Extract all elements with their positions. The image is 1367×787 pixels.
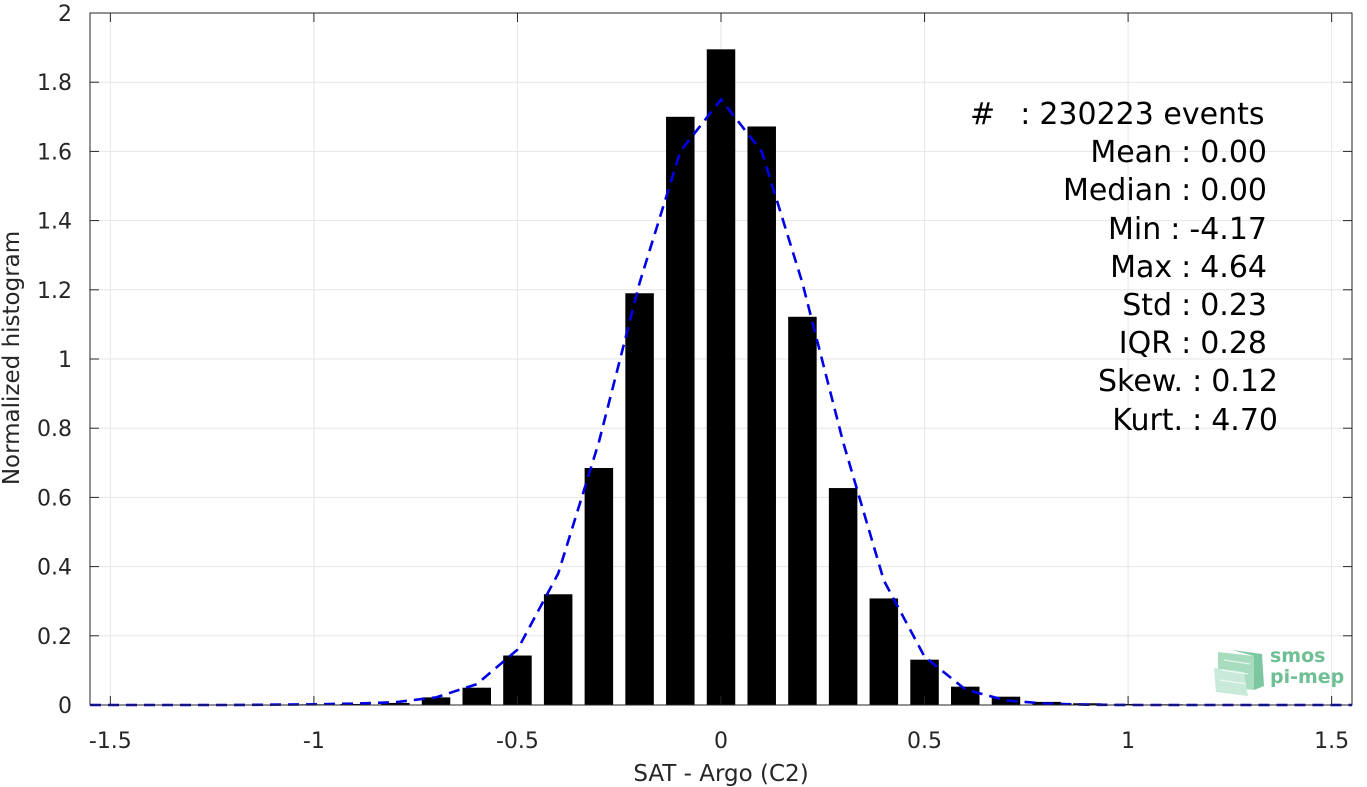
y-tick-labels: 0 0.2 0.4 0.6 0.8 1 1.2 1.4 1.6 1.8 2	[37, 2, 72, 719]
x-tick-labels: -1.5 -1 -0.5 0 0.5 1 1.5	[89, 729, 1349, 754]
stat-row: IQR:0.28	[900, 325, 1278, 363]
stat-label: Max	[1110, 249, 1173, 285]
stat-separator: :	[1181, 173, 1192, 209]
stat-row: Kurt.:4.70	[900, 402, 1278, 440]
stat-separator: :	[1181, 287, 1192, 323]
stat-label: Min	[1108, 211, 1162, 247]
fit-curve-group	[90, 97, 1352, 707]
y-tick-label: 1.8	[37, 71, 72, 96]
histogram-bar	[421, 697, 451, 705]
stat-value: 230223 events	[1039, 97, 1265, 132]
x-tick-label: 0	[714, 729, 728, 754]
stat-label: Kurt.	[1112, 402, 1184, 438]
y-tick-label: 1.6	[37, 140, 72, 165]
stat-row: Median:0.00	[900, 172, 1278, 210]
stat-value: -4.17	[1189, 211, 1267, 247]
axes	[89, 12, 1353, 706]
y-tick-label: 0	[58, 694, 72, 719]
x-tick-label: 0.5	[907, 729, 942, 754]
stat-separator: :	[1192, 364, 1203, 400]
y-tick-label: 0.8	[37, 417, 72, 442]
logo-text-line1: smos	[1270, 645, 1326, 667]
x-tick-label: -1.5	[89, 729, 132, 754]
y-tick-label: 2	[58, 2, 72, 27]
stat-separator: :	[1181, 135, 1192, 171]
stat-row: Skew.:0.12	[900, 363, 1278, 401]
stat-label: IQR	[1118, 326, 1173, 362]
stat-separator: :	[1181, 326, 1192, 362]
x-tick-label: -1	[303, 729, 325, 754]
y-axis-label: Normalized histogram	[0, 231, 25, 485]
x-tick-label: 1	[1121, 729, 1135, 754]
fit-curve	[90, 97, 1352, 707]
stat-row: Min: -4.17	[900, 211, 1278, 249]
histogram-bar	[747, 126, 776, 706]
stat-label: Median	[1062, 173, 1173, 209]
histogram-bar	[869, 598, 899, 705]
stat-row: Max:4.64	[900, 249, 1278, 287]
smos-pi-mep-logo: smos pi-mep	[1214, 644, 1354, 696]
histogram-bar	[706, 49, 736, 705]
x-axis-label: SAT - Argo (C2)	[633, 761, 808, 787]
y-tick-label: 1	[58, 348, 72, 373]
y-tick-label: 0.2	[37, 625, 72, 650]
histogram-bar	[828, 488, 858, 705]
stat-value: 4.70	[1211, 402, 1278, 438]
stat-label: Mean	[1090, 135, 1173, 171]
y-tick-label: 1.4	[37, 210, 72, 235]
stat-separator: :	[1192, 402, 1203, 438]
stat-label: Std	[1122, 287, 1173, 323]
stat-value: 0.00	[1200, 135, 1267, 171]
stat-row: Std:0.23	[900, 287, 1278, 325]
histogram-bar	[462, 687, 491, 705]
histogram-bar	[584, 467, 614, 705]
stat-separator: :	[1020, 97, 1031, 132]
stat-label: Skew.	[1097, 364, 1184, 400]
histogram-bar	[666, 116, 695, 706]
stat-separator: :	[1181, 249, 1192, 285]
y-tick-label: 1.2	[37, 279, 72, 304]
stat-value: 0.23	[1200, 287, 1267, 323]
y-tick-label: 0.6	[37, 486, 72, 511]
histogram-bar	[991, 696, 1021, 705]
histogram-bar	[381, 702, 410, 705]
histogram-bar	[543, 594, 573, 705]
x-tick-label: -0.5	[496, 729, 539, 754]
y-tick-label: 0.4	[37, 556, 72, 581]
stat-value: 0.12	[1211, 364, 1278, 400]
logo-text-line2: pi-mep	[1270, 666, 1345, 688]
histogram-bars	[96, 49, 1346, 706]
stat-separator: :	[1170, 211, 1181, 247]
histogram-bar	[951, 686, 980, 705]
stat-value: 0.00	[1200, 173, 1267, 209]
histogram-bar	[340, 703, 369, 705]
stat-row: Mean:0.00	[900, 134, 1278, 172]
histogram-bar	[788, 316, 817, 705]
logo-icon	[1214, 650, 1264, 696]
statistics-panel: # :230223 events Mean:0.00 Median:0.00 Min:…	[900, 96, 1278, 440]
stat-label: #	[970, 97, 1015, 132]
x-tick-label: 1.5	[1314, 729, 1349, 754]
stat-value: 0.28	[1200, 326, 1267, 362]
stat-row: # :230223 events	[900, 96, 1278, 134]
stat-value: 4.64	[1200, 249, 1267, 285]
histogram-bar	[625, 293, 654, 705]
